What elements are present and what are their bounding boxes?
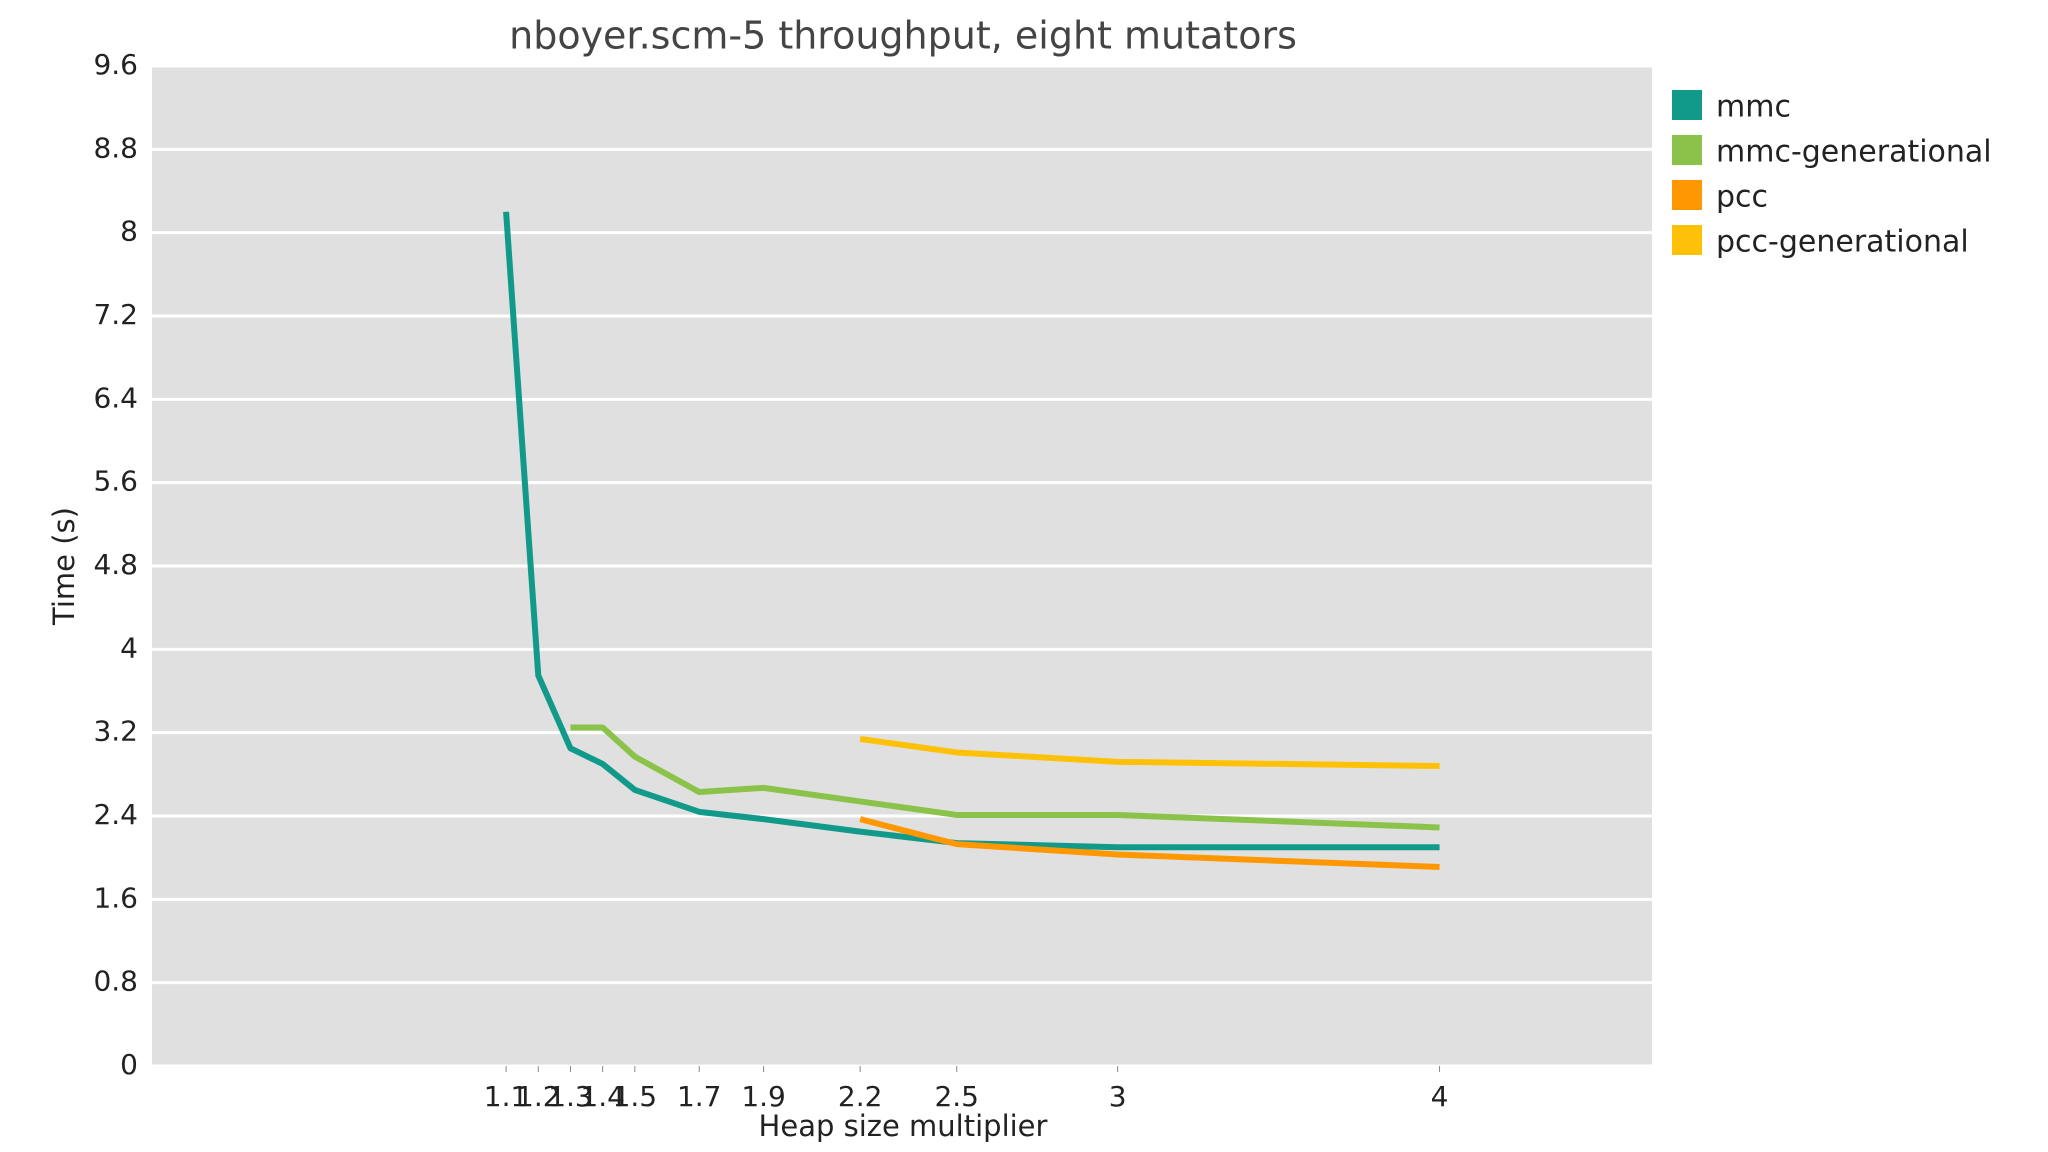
y-tick-label: 1.6 (93, 881, 138, 914)
y-tick-label: 5.6 (93, 465, 138, 498)
x-tick-label: 3 (1109, 1080, 1127, 1113)
x-tick-label: 1.7 (677, 1080, 722, 1113)
y-tick-label: 0 (120, 1048, 138, 1081)
x-tick-label: 2.2 (838, 1080, 883, 1113)
series-line (859, 816, 1440, 871)
x-tick-label: 1.1 (484, 1080, 529, 1113)
y-tick-label: 7.2 (93, 298, 138, 331)
y-tick-label: 8.8 (93, 131, 138, 164)
x-tick-label: 4 (1431, 1080, 1449, 1113)
y-tick-label: 4 (120, 631, 138, 664)
series-line (570, 724, 1440, 831)
y-tick-label: 9.6 (93, 48, 138, 81)
x-tick-label: 2.5 (934, 1080, 979, 1113)
legend-label: pcc (1716, 180, 1768, 215)
legend-label: pcc-generational (1716, 225, 1969, 260)
x-tick-label: 1.5 (613, 1080, 658, 1113)
chart-title: nboyer.scm-5 throughput, eight mutators (509, 14, 1297, 58)
y-tick-label: 4.8 (93, 548, 138, 581)
legend-swatch (1672, 135, 1702, 165)
legend-swatch (1672, 180, 1702, 210)
x-tick-label: 1.4 (580, 1080, 625, 1113)
x-tick-label: 1.2 (516, 1080, 561, 1113)
y-tick-label: 3.2 (93, 715, 138, 748)
x-tick-label: 1.9 (741, 1080, 786, 1113)
legend-swatch (1672, 225, 1702, 255)
y-tick-label: 0.8 (93, 965, 138, 998)
legend-label: mmc (1716, 90, 1791, 125)
y-axis-label: Time (s) (47, 507, 81, 626)
y-tick-label: 8 (120, 215, 138, 248)
x-axis-label: Heap size multiplier (759, 1109, 1048, 1143)
legend-label: mmc-generational (1716, 135, 1992, 170)
y-tick-label: 6.4 (93, 381, 138, 414)
series-line (859, 735, 1440, 769)
x-tick-label: 1.3 (548, 1080, 593, 1113)
legend-swatch (1672, 90, 1702, 120)
series-line (503, 211, 1440, 851)
y-tick-label: 2.4 (93, 798, 138, 831)
